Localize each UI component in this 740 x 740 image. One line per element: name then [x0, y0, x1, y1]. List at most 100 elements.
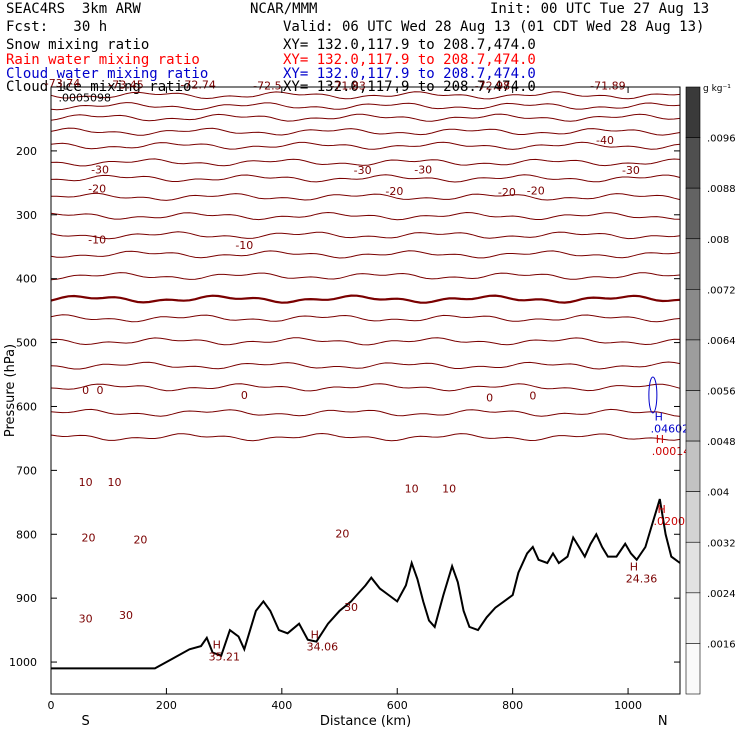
x-tick-label: 600: [387, 699, 408, 712]
contour-line: [51, 192, 681, 201]
contour-label: -71.83: [330, 80, 365, 93]
freezing-level-contour: [50, 294, 681, 304]
colorbar-tick-label: .0024: [707, 589, 736, 600]
field-xy-cloud-water: XY= 132.0,117.9 to 208.7,474.0: [283, 66, 536, 82]
north-end-label: N: [658, 714, 668, 729]
contour-label: 0: [486, 392, 493, 405]
contour-label: -72.98: [475, 80, 510, 93]
colorbar: .0096 .0088 .008 .0072 .0064 .0056 .0048 .004 .0…: [685, 84, 736, 695]
y-tick-label: 300: [16, 209, 37, 222]
colorbar-tick-label: .0032: [707, 538, 736, 549]
y-tick-label: 700: [16, 464, 37, 477]
contour-label: -72.74: [180, 78, 215, 91]
contour-label: -30: [91, 163, 109, 176]
y-tick-label: 1000: [9, 656, 37, 669]
colorbar-swatch: [685, 390, 701, 442]
contour-label: 10: [442, 482, 456, 495]
contour-line: [50, 91, 681, 100]
y-axis-label: Pressure (hPa): [3, 344, 18, 437]
x-tick-label: 800: [502, 699, 523, 712]
contour-line: [50, 174, 681, 183]
colorbar-tick-label: .0016: [707, 639, 736, 650]
x-tick-label: 400: [271, 699, 292, 712]
y-tick-label: 800: [16, 528, 37, 541]
contour-label: -20: [527, 185, 545, 198]
x-tick-label: 200: [156, 699, 177, 712]
contour-label: 0: [241, 389, 248, 402]
contour-label: -10: [88, 234, 106, 247]
field-xy-rain: XY= 132.0,117.9 to 208.7,474.0: [283, 52, 536, 68]
colorbar-swatch: [685, 86, 701, 138]
contour-line: [50, 250, 681, 259]
cloud-water-contour: [648, 376, 658, 414]
y-tick-label: 400: [16, 273, 37, 286]
contour-line: [50, 337, 681, 346]
field-name-snow: Snow mixing ratio: [6, 37, 150, 53]
extremum-value: 35.21: [209, 651, 241, 664]
extremum-symbol: H: [657, 503, 665, 516]
colorbar-swatch: [685, 491, 701, 543]
contour-line: [50, 231, 681, 240]
colorbar-swatch: [685, 541, 701, 594]
contour-label: 0: [97, 384, 104, 397]
contour-line: [50, 141, 681, 150]
extremum-value: 24.36: [626, 573, 658, 586]
colorbar-swatch: [685, 137, 701, 189]
forecast-label: Fcst: 30 h: [6, 19, 108, 35]
contour-label: -73.45: [108, 78, 143, 91]
contour-label: 10: [79, 476, 93, 489]
contour-label: -10: [235, 239, 253, 252]
x-tick-label: 1000: [614, 699, 642, 712]
extremum-value: .04602: [651, 422, 690, 435]
contour-line: [50, 272, 681, 281]
colorbar-tick-label: .004: [707, 488, 729, 499]
contour-label: 30: [119, 609, 133, 622]
contour-label: 10: [107, 476, 121, 489]
contour-label: -20: [88, 183, 106, 196]
contour-line: [50, 211, 681, 221]
south-end-label: S: [81, 714, 89, 729]
contour-label: 30: [344, 601, 358, 614]
contour-line: [50, 314, 681, 323]
contour-line: [50, 158, 681, 167]
plot-frame: [50, 86, 681, 695]
terrain-line: [51, 498, 681, 670]
colorbar-tick-label: .0048: [707, 437, 736, 448]
temperature-contours: [50, 91, 681, 442]
colorbar-swatch: [685, 643, 701, 695]
colorbar-tick-label: .0072: [707, 285, 736, 296]
contour-label: -20: [385, 185, 403, 198]
contour-label: -72.5: [253, 80, 281, 93]
contour-label: 20: [335, 528, 349, 541]
valid-label: Valid: 06 UTC Wed 28 Aug 13 (01 CDT Wed …: [283, 19, 705, 35]
contour-label: -40: [596, 134, 614, 147]
colorbar-swatch: [685, 592, 701, 644]
x-axis-label: Distance (km): [320, 714, 411, 729]
extremum-value: 34.06: [307, 640, 339, 653]
field-name-cloud-water: Cloud water mixing ratio: [6, 66, 209, 82]
model-label: SEAC4RS 3km ARW: [6, 1, 141, 17]
contour-label: 20: [133, 533, 147, 546]
colorbar-swatch: [685, 440, 701, 492]
y-tick-label: 200: [16, 145, 37, 158]
colorbar-tick-label: .0088: [707, 184, 736, 195]
colorbar-swatch: [685, 187, 701, 240]
contour-line: [50, 408, 681, 417]
x-tick-label: 0: [48, 699, 55, 712]
y-tick-label: 900: [16, 592, 37, 605]
contour-label: 0: [82, 384, 89, 397]
contour-line: [50, 113, 681, 122]
extremum-symbol: H: [655, 410, 663, 423]
contour-line: [50, 361, 681, 370]
contour-line: [50, 432, 681, 442]
init-label: Init: 00 UTC Tue 27 Aug 13: [490, 1, 710, 17]
colorbar-swatch: [685, 339, 701, 391]
colorbar-tick-label: .0096: [707, 134, 736, 145]
colorbar-unit: g kg⁻¹: [703, 84, 731, 94]
extremum-symbol: H: [656, 433, 664, 446]
cloud-water-contour: [648, 376, 658, 414]
contour-label: 0: [529, 390, 536, 403]
contour-label: -30: [622, 164, 640, 177]
extremum-value: .0200: [653, 515, 685, 528]
